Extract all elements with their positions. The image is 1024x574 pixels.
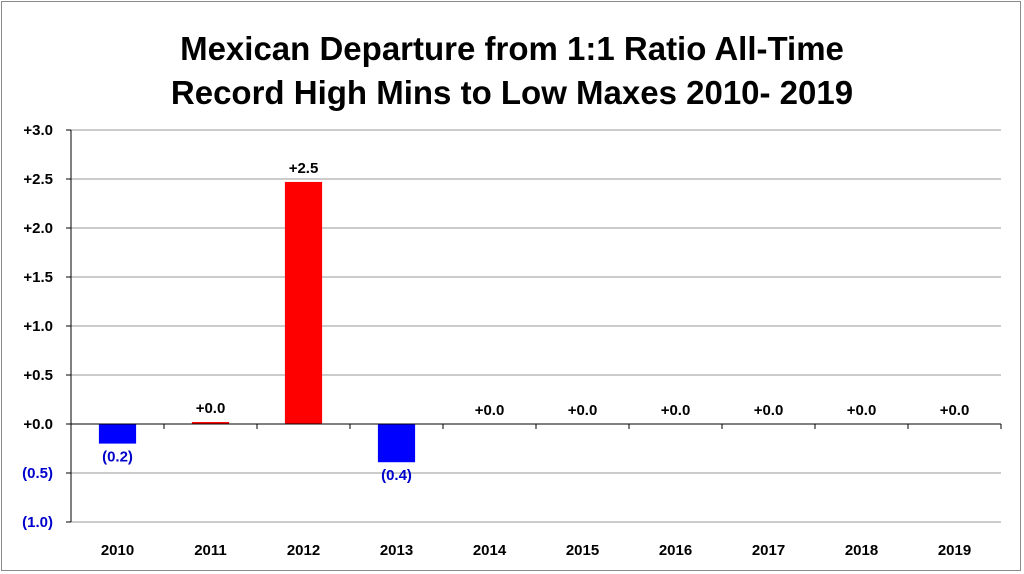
y-tick-label: (1.0) (22, 514, 53, 531)
x-tick-label: 2012 (287, 542, 320, 559)
x-tick-label: 2019 (938, 542, 971, 559)
bar (377, 424, 416, 463)
y-tick-label: +3.0 (23, 122, 53, 139)
data-label: +0.0 (847, 402, 877, 419)
data-label: +0.0 (754, 402, 784, 419)
x-tick-label: 2013 (380, 542, 413, 559)
data-label: (0.4) (381, 467, 412, 484)
data-labels: (0.2) +0.0 +2.5 (0.4) +0.0 +0.0 +0.0 +0.0 +0.0 +0… (102, 160, 969, 484)
y-tick-label: +0.0 (23, 416, 53, 433)
bar (98, 424, 137, 444)
y-tick-label: +1.5 (23, 269, 53, 286)
y-tick-label: +2.5 (23, 171, 53, 188)
data-label: +0.0 (940, 402, 970, 419)
bars (98, 181, 416, 463)
gridlines (71, 129, 1001, 523)
y-tick-label: +1.0 (23, 318, 53, 335)
data-label: +0.0 (475, 402, 505, 419)
axes: +3.0 +2.5 +2.0 +1.5 +1.0 +0.5 +0.0 (0.5) (1.0) 20… (22, 122, 1002, 559)
x-tick-label: 2017 (752, 542, 785, 559)
y-tick-label: +0.5 (23, 367, 53, 384)
x-tick-label: 2014 (473, 542, 507, 559)
y-tick-label: (0.5) (22, 465, 53, 482)
bar (191, 422, 230, 424)
x-tick-label: 2010 (101, 542, 134, 559)
data-label: +0.0 (196, 400, 226, 417)
x-tick-label: 2018 (845, 542, 878, 559)
y-tick-label: +2.0 (23, 220, 53, 237)
bar (284, 181, 323, 424)
x-tick-label: 2016 (659, 542, 692, 559)
x-tick-label: 2015 (566, 542, 599, 559)
x-tick-label: 2011 (194, 542, 227, 559)
data-label: +0.0 (568, 402, 598, 419)
chart-title-line-1: Mexican Departure from 1:1 Ratio All-Tim… (180, 30, 844, 67)
chart-title-line-2: Record High Mins to Low Maxes 2010- 2019 (170, 74, 854, 111)
data-label: +0.0 (661, 402, 691, 419)
data-label: +2.5 (289, 160, 319, 177)
data-label: (0.2) (102, 449, 133, 466)
